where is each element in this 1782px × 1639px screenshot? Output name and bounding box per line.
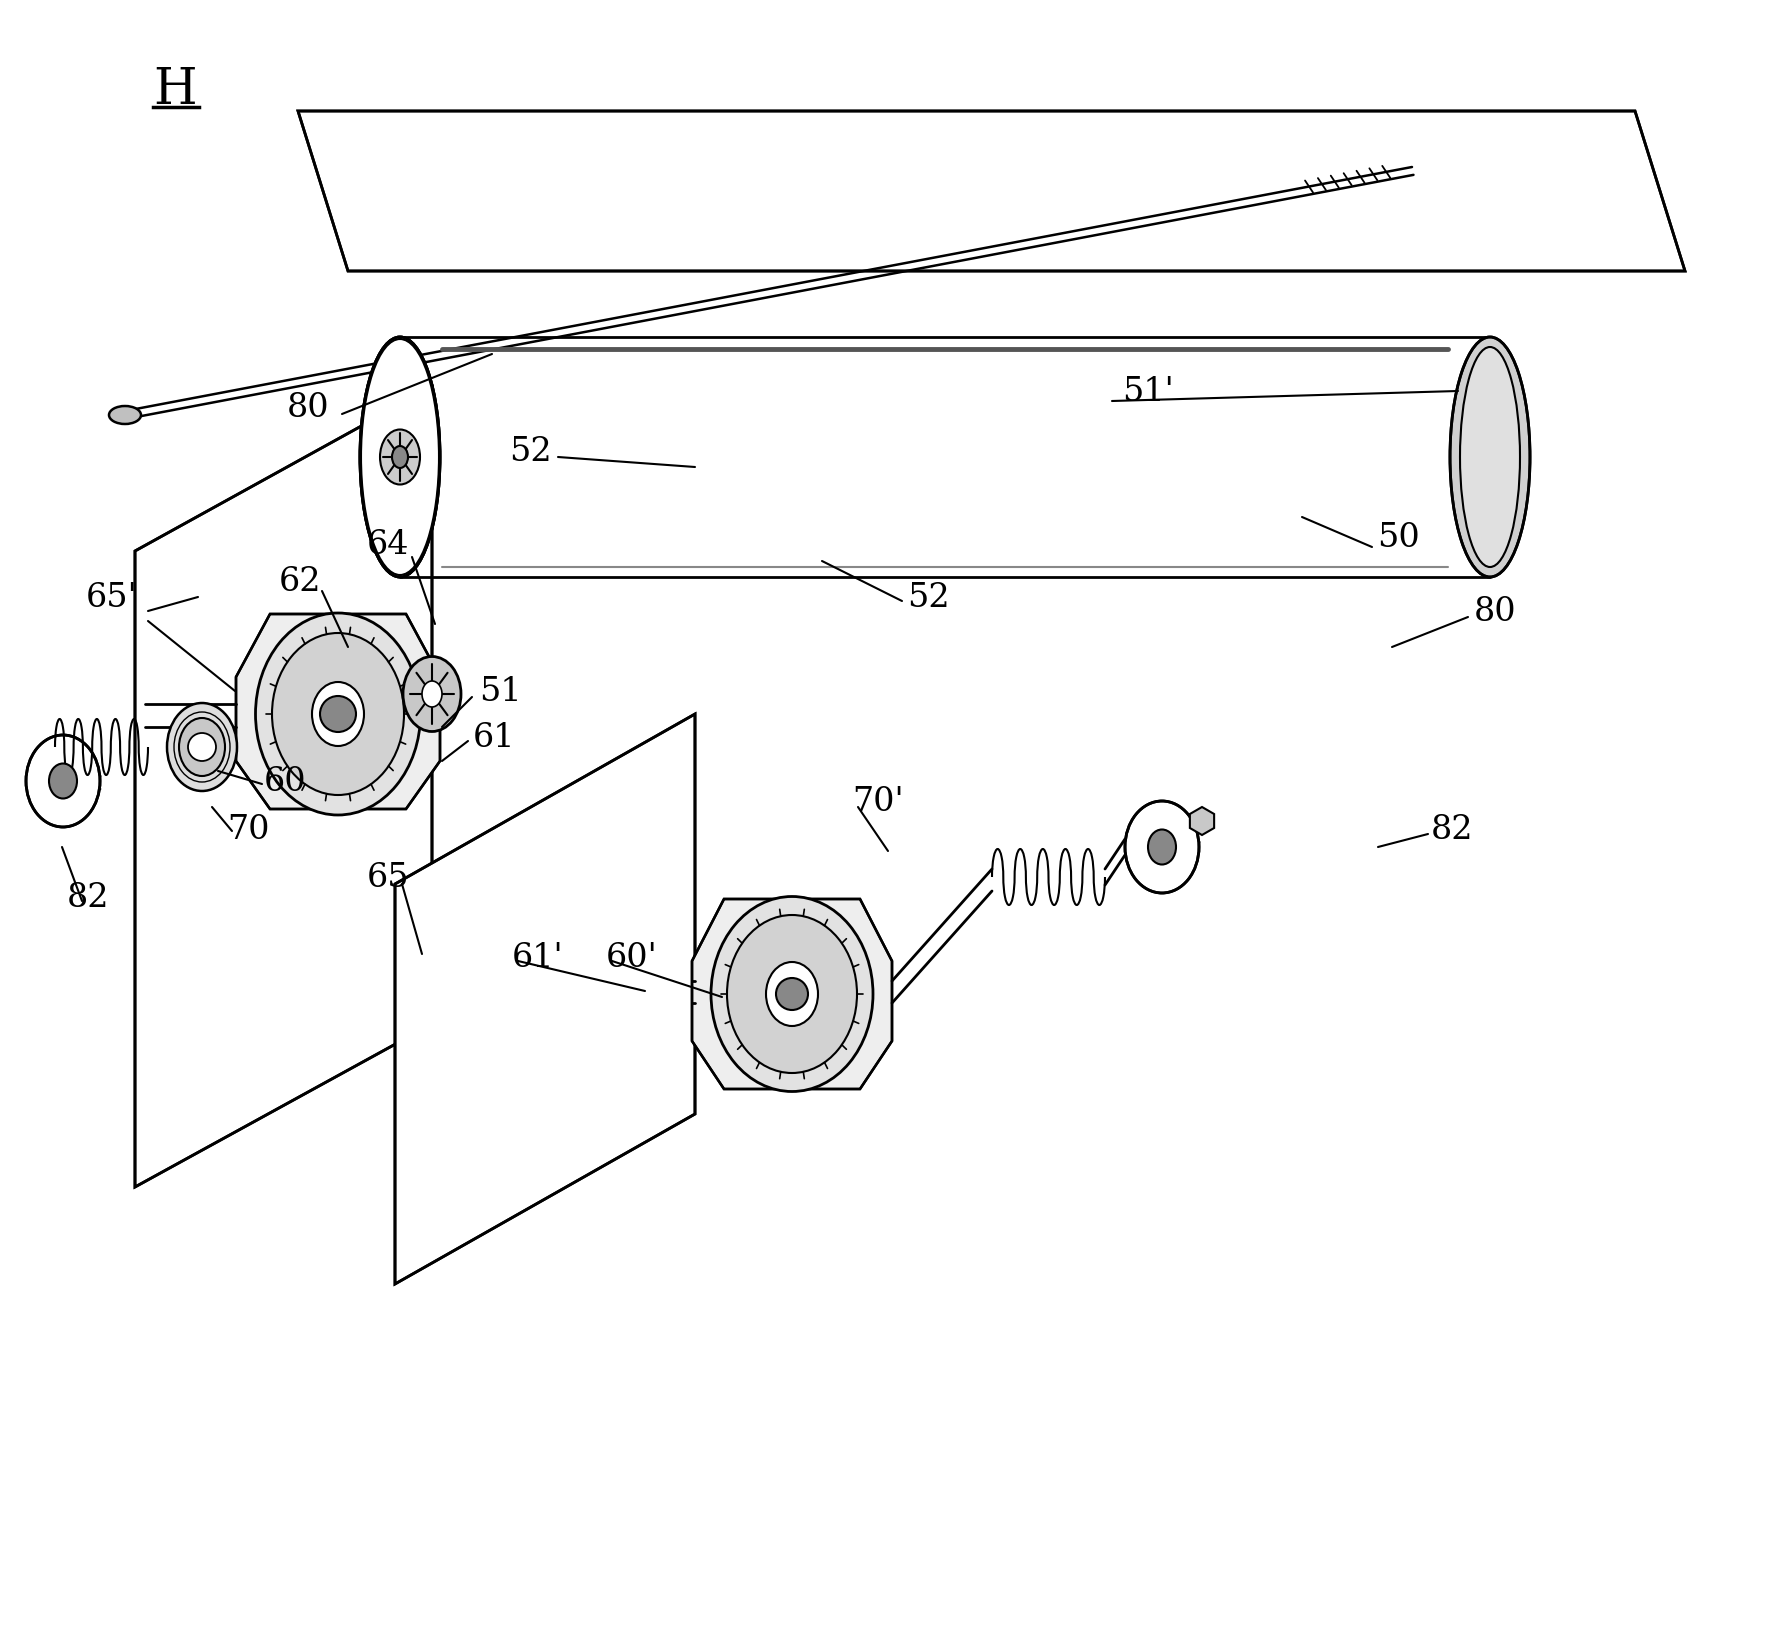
Ellipse shape xyxy=(273,634,405,795)
Text: 61: 61 xyxy=(472,721,515,754)
Text: 60': 60' xyxy=(606,941,658,974)
Text: 50: 50 xyxy=(1377,521,1420,554)
Polygon shape xyxy=(298,111,1686,272)
Text: H: H xyxy=(153,66,196,115)
Ellipse shape xyxy=(1148,829,1176,865)
Ellipse shape xyxy=(403,657,462,733)
Text: 61': 61' xyxy=(511,941,563,974)
Circle shape xyxy=(187,734,216,762)
Text: 80: 80 xyxy=(1474,595,1516,628)
Polygon shape xyxy=(135,388,431,1187)
Text: 70': 70' xyxy=(852,785,903,818)
Ellipse shape xyxy=(1459,347,1520,567)
Ellipse shape xyxy=(1451,338,1531,577)
Polygon shape xyxy=(691,900,893,1090)
Ellipse shape xyxy=(727,916,857,1074)
Text: 52: 52 xyxy=(907,582,950,613)
Text: 65': 65' xyxy=(86,582,137,613)
Text: 60: 60 xyxy=(264,765,307,798)
Text: 51': 51' xyxy=(1123,375,1174,408)
Text: 70: 70 xyxy=(226,813,269,846)
Ellipse shape xyxy=(178,718,225,777)
Text: 80: 80 xyxy=(287,392,330,425)
Ellipse shape xyxy=(168,703,237,792)
Circle shape xyxy=(775,978,807,1010)
Ellipse shape xyxy=(422,682,442,708)
Text: 65: 65 xyxy=(367,862,410,893)
Text: 82: 82 xyxy=(1431,813,1474,846)
Ellipse shape xyxy=(380,429,421,485)
Polygon shape xyxy=(235,615,440,810)
Ellipse shape xyxy=(360,338,440,577)
Ellipse shape xyxy=(109,406,141,425)
Text: 51: 51 xyxy=(479,675,522,708)
Ellipse shape xyxy=(1124,801,1199,893)
Ellipse shape xyxy=(255,613,421,816)
Ellipse shape xyxy=(711,897,873,1092)
Text: 64: 64 xyxy=(367,529,410,561)
Ellipse shape xyxy=(48,764,77,798)
Ellipse shape xyxy=(360,338,440,577)
Text: 82: 82 xyxy=(66,882,109,913)
Ellipse shape xyxy=(312,682,364,746)
Circle shape xyxy=(321,697,356,733)
Ellipse shape xyxy=(766,962,818,1026)
Ellipse shape xyxy=(27,736,100,828)
Polygon shape xyxy=(396,715,695,1285)
Polygon shape xyxy=(1190,808,1214,836)
Text: 62: 62 xyxy=(278,565,321,598)
Text: 52: 52 xyxy=(508,436,551,467)
Ellipse shape xyxy=(392,447,408,469)
